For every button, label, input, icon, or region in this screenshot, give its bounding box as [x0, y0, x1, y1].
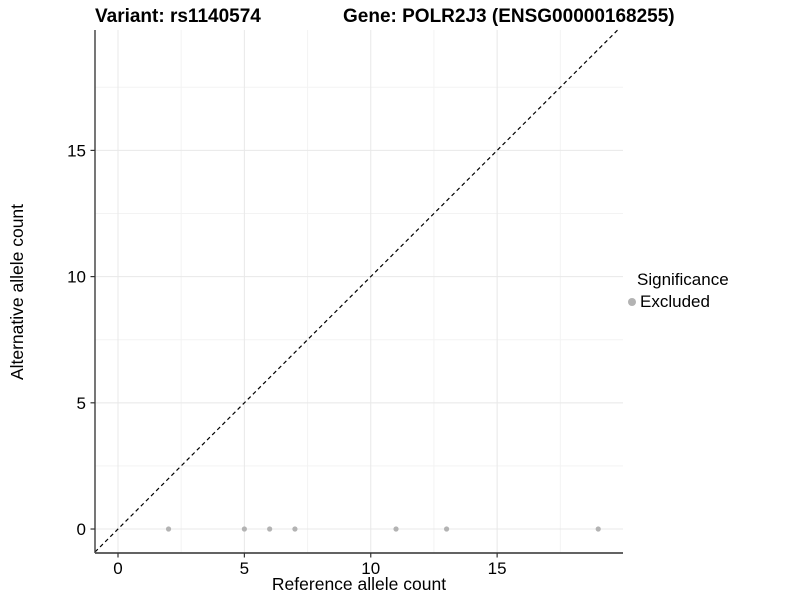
- y-tick-label: 15: [67, 141, 86, 160]
- y-tick-label: 10: [67, 268, 86, 287]
- gene-title: Gene: POLR2J3 (ENSG00000168255): [343, 6, 675, 27]
- identity-reference-line: [94, 29, 619, 553]
- y-tick-label: 0: [77, 520, 86, 539]
- x-tick-label: 10: [361, 559, 380, 578]
- y-tick-label: 5: [77, 394, 86, 413]
- x-tick-label: 5: [240, 559, 249, 578]
- legend: Significance Excluded: [628, 269, 796, 312]
- x-tick-label: 0: [113, 559, 122, 578]
- x-tick-label: 15: [488, 559, 507, 578]
- variant-title: Variant: rs1140574: [95, 6, 261, 27]
- x-axis-title: Reference allele count: [271, 574, 447, 594]
- data-point: [443, 526, 450, 532]
- legend-item-label: Excluded: [640, 292, 710, 311]
- data-point: [165, 526, 172, 532]
- data-point: [241, 526, 247, 532]
- data-point: [595, 526, 601, 532]
- data-point: [292, 526, 298, 532]
- legend-item-excluded: Excluded: [628, 291, 796, 312]
- legend-title: Significance: [637, 270, 729, 289]
- y-axis-title: Alternative allele count: [7, 203, 27, 381]
- excluded-point-icon: [628, 297, 636, 306]
- data-point: [393, 526, 399, 532]
- data-point: [267, 526, 273, 532]
